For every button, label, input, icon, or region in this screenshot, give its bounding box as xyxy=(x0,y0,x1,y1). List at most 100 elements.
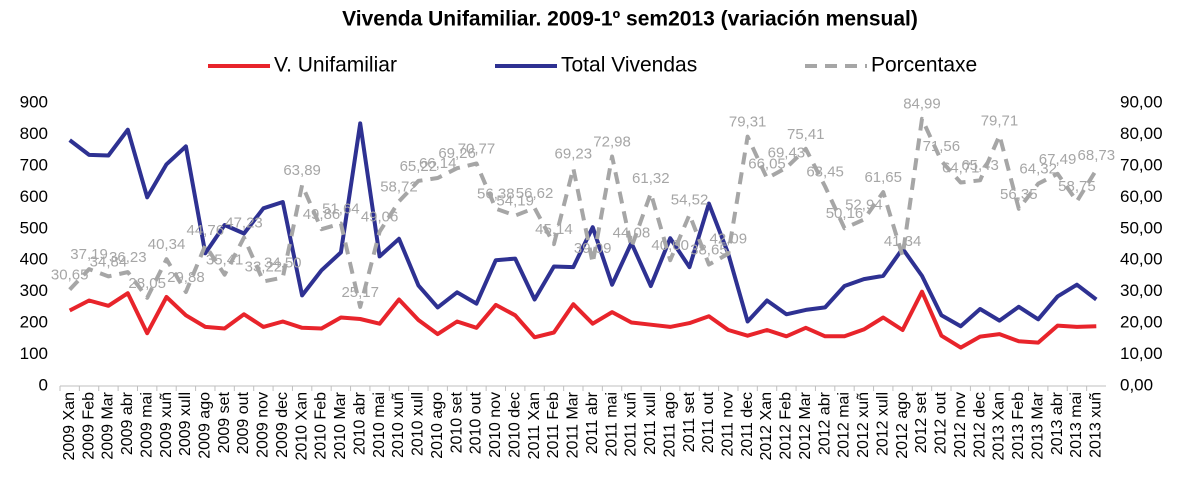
y2-tick-label: 0,00 xyxy=(1120,375,1153,394)
data-label: 49,06 xyxy=(361,209,399,226)
data-label: 25,17 xyxy=(341,284,379,301)
x-tick-label: 2012 xuñ xyxy=(855,392,872,458)
data-label: 56,62 xyxy=(516,185,554,202)
x-tick-label: 2013 Feb xyxy=(1010,392,1027,460)
data-label: 34,84 xyxy=(90,253,128,270)
data-label: 35,41 xyxy=(206,252,244,269)
x-tick-label: 2011 xull xyxy=(642,392,659,455)
data-label: 52,94 xyxy=(845,197,883,214)
x-tick-label: 2011 Feb xyxy=(545,392,562,459)
data-label: 38,65 xyxy=(690,241,728,258)
x-tick-label: 2009 abr xyxy=(119,391,136,455)
x-tick-label: 2011 Xan xyxy=(526,392,543,459)
data-label: 44,08 xyxy=(613,224,651,241)
x-tick-label: 2010 abr xyxy=(351,391,368,455)
x-tick-label: 2011 mai xyxy=(603,392,620,457)
data-label: 72,98 xyxy=(593,133,631,150)
data-label: 69,23 xyxy=(555,145,593,162)
x-tick-label: 2010 mai xyxy=(371,392,388,458)
x-tick-label: 2011 nov xyxy=(719,392,736,457)
x-tick-label: 2009 out xyxy=(235,391,252,454)
y-tick-label: 700 xyxy=(20,155,48,174)
y2-tick-label: 50,00 xyxy=(1120,218,1163,237)
data-label: 66,14 xyxy=(419,155,457,172)
x-tick-label: 2011 abr xyxy=(584,391,601,454)
x-tick-label: 2010 xuñ xyxy=(390,392,407,458)
x-tick-label: 2009 mai xyxy=(138,392,155,458)
x-tick-label: 2009 Feb xyxy=(80,392,97,460)
x-tick-label: 2012 set xyxy=(913,391,930,453)
x-tick-label: 2012 mai xyxy=(836,392,853,458)
y-tick-label: 800 xyxy=(20,124,48,143)
x-tick-label: 2009 nov xyxy=(255,392,272,458)
x-tick-label: 2013 mai xyxy=(1068,392,1085,458)
data-label: 56,38 xyxy=(477,186,515,203)
data-label: 58,72 xyxy=(380,178,418,195)
data-label: 66,05 xyxy=(748,155,786,172)
data-label: 45,14 xyxy=(535,221,573,238)
x-tick-label: 2012 dec xyxy=(971,392,988,458)
x-tick-label: 2012 ago xyxy=(894,392,911,459)
data-label: 71,56 xyxy=(923,138,961,155)
data-label: 68,73 xyxy=(1078,147,1116,164)
y2-tick-label: 90,00 xyxy=(1120,92,1163,111)
x-tick-label: 2011 dec xyxy=(739,392,756,457)
data-label: 84,99 xyxy=(903,96,941,113)
x-tick-label: 2010 xull xyxy=(410,392,427,456)
x-tick-label: 2009 set xyxy=(216,391,233,453)
data-label: 33,22 xyxy=(245,259,283,276)
data-label: 70,77 xyxy=(458,140,496,157)
x-tick-label: 2009 dec xyxy=(274,392,291,458)
data-label: 39,09 xyxy=(574,240,612,257)
data-label: 56,35 xyxy=(1000,186,1038,203)
data-label: 65,22 xyxy=(400,158,438,175)
data-label: 30,65 xyxy=(51,267,89,284)
y-tick-label: 900 xyxy=(20,92,48,111)
x-tick-label: 2012 out xyxy=(933,391,950,454)
x-tick-label: 2011 Mar xyxy=(565,391,582,458)
x-tick-label: 2009 xull xyxy=(177,392,194,456)
x-tick-label: 2012 Feb xyxy=(778,392,795,460)
data-label: 34,50 xyxy=(264,254,302,271)
data-label: 63,45 xyxy=(806,163,844,180)
data-label: 36,23 xyxy=(109,249,147,266)
data-label: 63,89 xyxy=(283,162,321,179)
data-label: 79,31 xyxy=(729,114,767,131)
data-label: 67,49 xyxy=(1039,151,1077,168)
x-tick-label: 2012 Xan xyxy=(758,392,775,461)
x-tick-label: 2010 Mar xyxy=(332,391,349,459)
y2-tick-label: 10,00 xyxy=(1120,344,1163,363)
x-tick-label: 2013 abr xyxy=(1049,391,1066,455)
data-label: 42,09 xyxy=(710,231,748,248)
data-label: 41,34 xyxy=(884,233,922,250)
x-tick-label: 2010 Xan xyxy=(293,392,310,461)
x-tick-label: 2011 set xyxy=(681,391,698,452)
series-line xyxy=(68,289,1097,350)
y-tick-label: 600 xyxy=(20,187,48,206)
legend-label: Total Vivendas xyxy=(561,54,697,77)
data-label: 64,32 xyxy=(1019,161,1057,178)
y2-tick-label: 20,00 xyxy=(1120,313,1163,332)
data-label: 49,86 xyxy=(303,206,341,223)
data-label: 61,65 xyxy=(864,169,902,186)
y2-tick-label: 30,00 xyxy=(1120,281,1163,300)
y2-tick-label: 40,00 xyxy=(1120,250,1163,269)
x-tick-label: 2009 Xan xyxy=(61,392,78,461)
y-tick-label: 0 xyxy=(39,375,48,394)
data-label: 54,19 xyxy=(496,193,534,210)
x-tick-label: 2013 Xan xyxy=(991,392,1008,461)
x-tick-label: 2012 nov xyxy=(952,392,969,458)
data-label: 61,32 xyxy=(632,170,670,187)
series-line xyxy=(68,121,1098,329)
x-tick-label: 2010 dec xyxy=(506,392,523,458)
x-tick-label: 2012 xull xyxy=(874,392,891,456)
data-label: 47,23 xyxy=(225,214,263,231)
y2-tick-label: 70,00 xyxy=(1120,155,1163,174)
x-tick-label: 2010 set xyxy=(448,391,465,453)
x-tick-label: 2012 Mar xyxy=(797,391,814,459)
data-label: 69,43 xyxy=(768,145,806,162)
data-label: 54,52 xyxy=(671,192,709,209)
data-label: 44,76 xyxy=(187,222,225,239)
series-line xyxy=(68,116,1099,309)
